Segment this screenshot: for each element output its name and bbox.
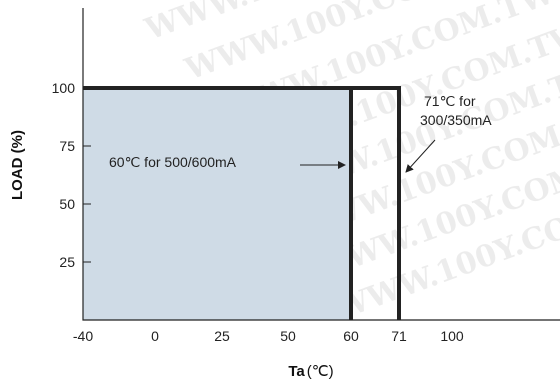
x-tick-label: -40: [73, 328, 93, 344]
x-axis-title: Ta (℃): [288, 363, 333, 380]
annotation-60c-label: 60℃ for 500/600mA: [109, 154, 237, 170]
y-tick-label: 100: [52, 80, 76, 96]
x-tick-label: 0: [151, 328, 159, 344]
annotation-71c-label-line2: 300/350mA: [420, 112, 492, 128]
x-tick-label: 100: [440, 328, 464, 344]
y-tick-label: 75: [59, 138, 75, 154]
safe-operating-area: [83, 88, 351, 320]
annotation-71c-label-line1: 71℃ for: [424, 93, 476, 109]
x-axis: -40 0 25 50 60 71 100: [73, 328, 464, 344]
annotation-71c-arrow: [405, 139, 436, 173]
x-tick-label: 71: [391, 328, 407, 344]
y-axis: 100 75 50 25: [52, 80, 91, 270]
series-line-1: [351, 86, 401, 320]
x-tick-label: 60: [343, 328, 359, 344]
derating-curves: [83, 86, 401, 320]
plot-frame: [82, 8, 560, 321]
y-axis-title: LOAD (%): [9, 130, 26, 200]
x-tick-label: 25: [214, 328, 230, 344]
annotation-60c: 60℃ for 500/600mA: [109, 154, 346, 170]
annotation-71c: 71℃ for 300/350mA: [405, 93, 492, 173]
y-tick-label: 50: [59, 196, 75, 212]
y-tick-label: 25: [59, 254, 75, 270]
x-tick-label: 50: [280, 328, 296, 344]
